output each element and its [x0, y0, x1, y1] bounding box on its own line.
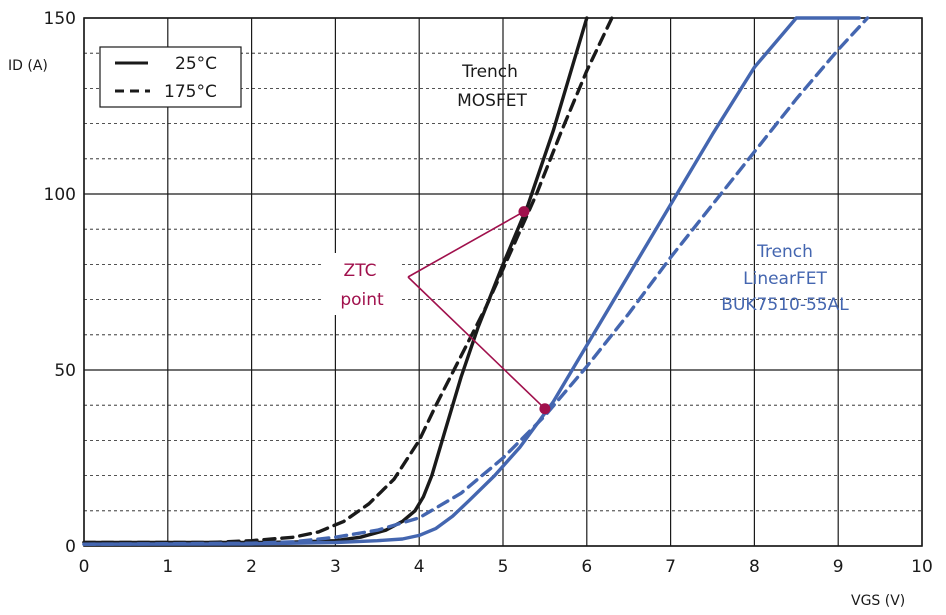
mosfet-label-line2: MOSFET — [457, 91, 527, 111]
ztc-label-line2: point — [340, 290, 384, 310]
plot-frame — [83, 17, 923, 547]
ztc-leader-line — [407, 210, 525, 278]
series-line-trench_mosfet-175c — [82, 16, 614, 545]
x-tick-label: 4 — [414, 557, 425, 577]
ztc-label-line1: ZTC — [344, 261, 377, 281]
x-axis-label: VGS (V) — [851, 593, 905, 609]
ztc-point — [539, 403, 551, 415]
legend-label-175c: 175°C — [164, 82, 217, 102]
x-tick-label: 3 — [330, 557, 341, 577]
series-line-trench_linearfet-175c — [82, 16, 870, 546]
x-tick-label: 5 — [498, 557, 509, 577]
legend-label-25c: 25°C — [175, 54, 217, 74]
linearfet-label-line1: Trench — [756, 242, 813, 262]
series-line-trench_linearfet-25c — [82, 16, 861, 546]
y-tick-label: 100 — [44, 185, 76, 205]
ztc-label-bg — [322, 253, 400, 315]
linearfet-label-line3: BUK7510-55AL — [721, 295, 849, 315]
mosfet-label-line1: Trench — [461, 62, 518, 82]
y-tick-label: 150 — [44, 9, 76, 29]
y-tick-label: 50 — [54, 361, 76, 381]
x-tick-label: 6 — [581, 557, 592, 577]
linearfet-label: Trench LinearFET BUK7510-55AL — [721, 242, 849, 315]
x-tick-label: 1 — [162, 557, 173, 577]
y-axis-label: ID (A) — [8, 58, 48, 74]
legend: 25°C 175°C — [99, 46, 242, 108]
linearfet-label-line2: LinearFET — [743, 269, 827, 289]
ztc-annotation — [407, 206, 551, 415]
legend-box — [99, 46, 242, 108]
x-tick-label: 0 — [79, 557, 90, 577]
ztc-point — [518, 206, 530, 218]
series-layer — [82, 16, 870, 546]
y-tick-label: 0 — [65, 537, 76, 557]
x-tick-label: 7 — [665, 557, 676, 577]
x-tick-label: 8 — [749, 557, 760, 577]
ztc-leader-line — [407, 276, 546, 410]
x-tick-label: 2 — [246, 557, 257, 577]
grid — [83, 17, 923, 547]
mosfet-label: Trench MOSFET — [457, 62, 527, 111]
x-tick-label: 10 — [911, 557, 933, 577]
x-tick-label: 9 — [833, 557, 844, 577]
ztc-label: ZTC point — [322, 253, 400, 315]
